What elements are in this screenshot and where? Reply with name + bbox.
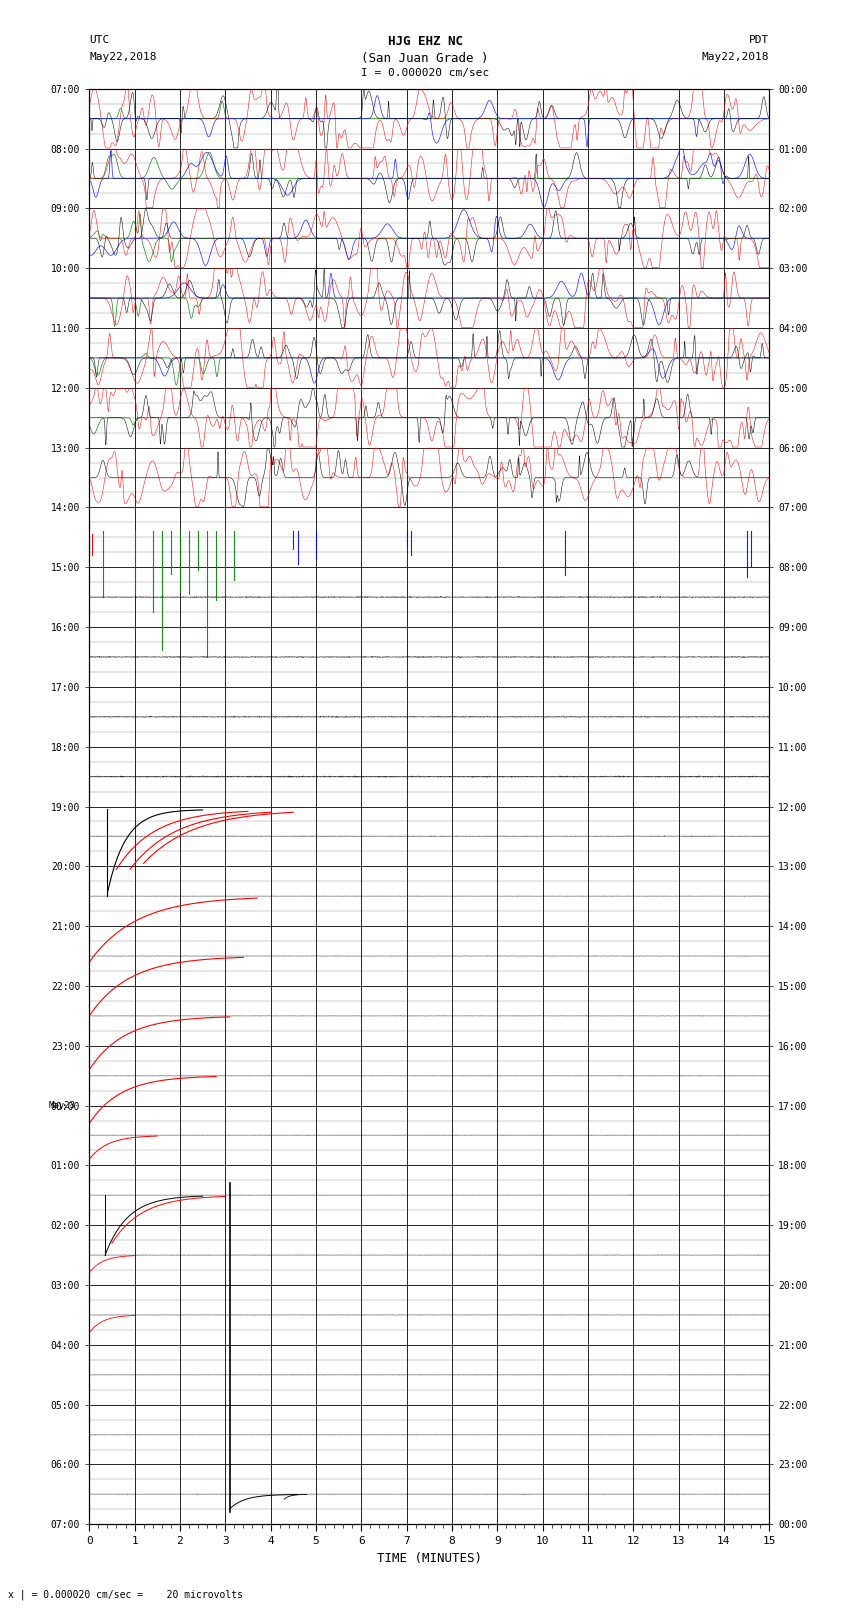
- Text: (San Juan Grade ): (San Juan Grade ): [361, 52, 489, 65]
- Text: May23: May23: [48, 1102, 76, 1110]
- Text: HJG EHZ NC: HJG EHZ NC: [388, 35, 462, 48]
- Text: UTC: UTC: [89, 35, 110, 45]
- Text: x | = 0.000020 cm/sec =    20 microvolts: x | = 0.000020 cm/sec = 20 microvolts: [8, 1589, 243, 1600]
- X-axis label: TIME (MINUTES): TIME (MINUTES): [377, 1552, 482, 1565]
- Text: I = 0.000020 cm/sec: I = 0.000020 cm/sec: [361, 68, 489, 77]
- Text: PDT: PDT: [749, 35, 769, 45]
- Text: May22,2018: May22,2018: [89, 52, 156, 61]
- Text: May22,2018: May22,2018: [702, 52, 769, 61]
